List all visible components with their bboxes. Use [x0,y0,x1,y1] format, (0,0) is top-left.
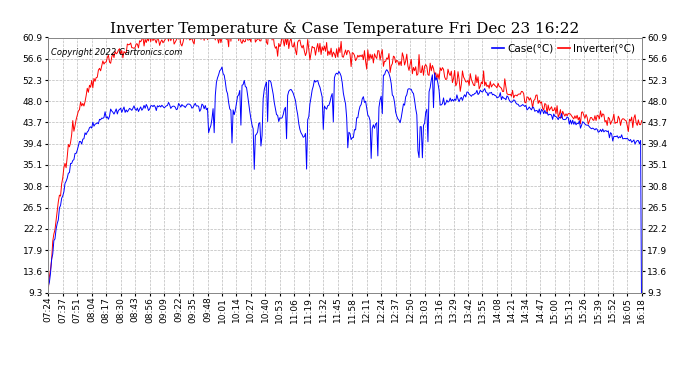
Legend: Case(°C), Inverter(°C): Case(°C), Inverter(°C) [488,40,640,58]
Text: Copyright 2022 Cartronics.com: Copyright 2022 Cartronics.com [51,48,183,57]
Title: Inverter Temperature & Case Temperature Fri Dec 23 16:22: Inverter Temperature & Case Temperature … [110,22,580,36]
